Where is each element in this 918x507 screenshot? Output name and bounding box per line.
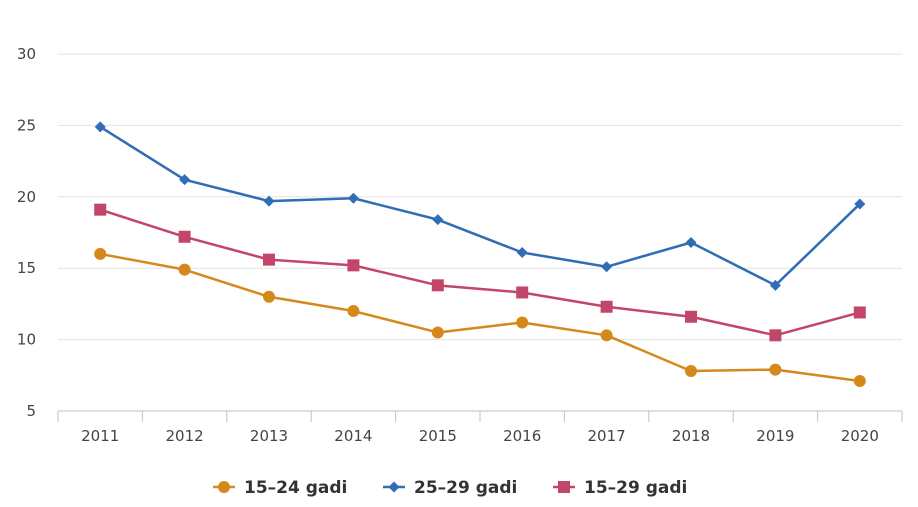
legend-item[interactable]: 15–24 gadi [213,478,347,498]
data-point [263,290,275,303]
data-point [685,236,697,248]
data-point [600,329,613,342]
x-tick-label: 2014 [334,427,372,445]
legend-item[interactable]: 25–29 gadi [383,478,517,498]
x-tick-label: 2019 [756,427,794,445]
data-point [431,279,444,292]
data-point [347,305,360,318]
data-point [263,195,275,207]
y-tick-label: 30 [17,45,36,63]
x-tick-label: 2016 [503,427,541,445]
data-point [769,279,781,291]
legend[interactable]: 15–24 gadi 25–29 gadi 15–29 gadi [213,478,687,498]
data-point [854,198,866,210]
y-tick-label: 5 [26,402,36,420]
data-point [179,174,191,186]
data-point [94,121,106,133]
data-point [94,203,107,216]
data-point [601,261,613,273]
series-2 [94,121,866,291]
legend-label: 15–29 gadi [584,478,687,498]
y-tick-label: 10 [17,331,36,349]
x-tick-label: 2015 [419,427,457,445]
legend-marker [218,481,230,493]
data-point [516,246,528,258]
x-tick-label: 2012 [166,427,204,445]
data-point [94,247,107,260]
data-point [347,192,359,204]
y-tick-label: 20 [17,188,36,206]
gridlines [58,53,902,341]
x-axis [57,410,903,422]
y-tick-label: 25 [17,116,36,134]
series-line [99,252,860,383]
series-line [99,125,861,287]
data-point [600,300,613,313]
data-point [178,230,191,243]
data-point [685,365,697,378]
x-tick-labels: 2011 2012 2013 2014 2015 2016 2017 2018 2019 2020 [81,427,879,445]
y-tick-label: 15 [17,259,36,277]
legend-marker [388,481,400,493]
series-1 [94,247,866,388]
legend-item[interactable]: 15–29 gadi [553,478,687,498]
data-point [347,259,360,272]
y-axis: 5 10 15 20 25 30 [17,45,36,420]
legend-label: 25–29 gadi [414,478,517,498]
x-tick-label: 2011 [81,427,119,445]
x-tick-label: 2020 [841,427,879,445]
series-3 [94,203,866,342]
data-point [769,329,782,342]
data-point [431,326,444,339]
data-point [263,253,275,266]
data-point [685,310,697,323]
series-line [99,208,861,337]
x-tick-label: 2018 [672,427,710,445]
data-point [516,316,529,329]
data-point [432,214,444,226]
x-tick-label: 2017 [588,427,626,445]
data-point [853,375,866,388]
data-point [516,286,529,299]
x-tick-label: 2013 [250,427,288,445]
data-point [178,263,191,276]
legend-marker [558,481,570,493]
legend-label: 15–24 gadi [244,478,347,498]
data-point [769,363,782,376]
series-plot [94,121,866,388]
data-point [853,306,866,319]
